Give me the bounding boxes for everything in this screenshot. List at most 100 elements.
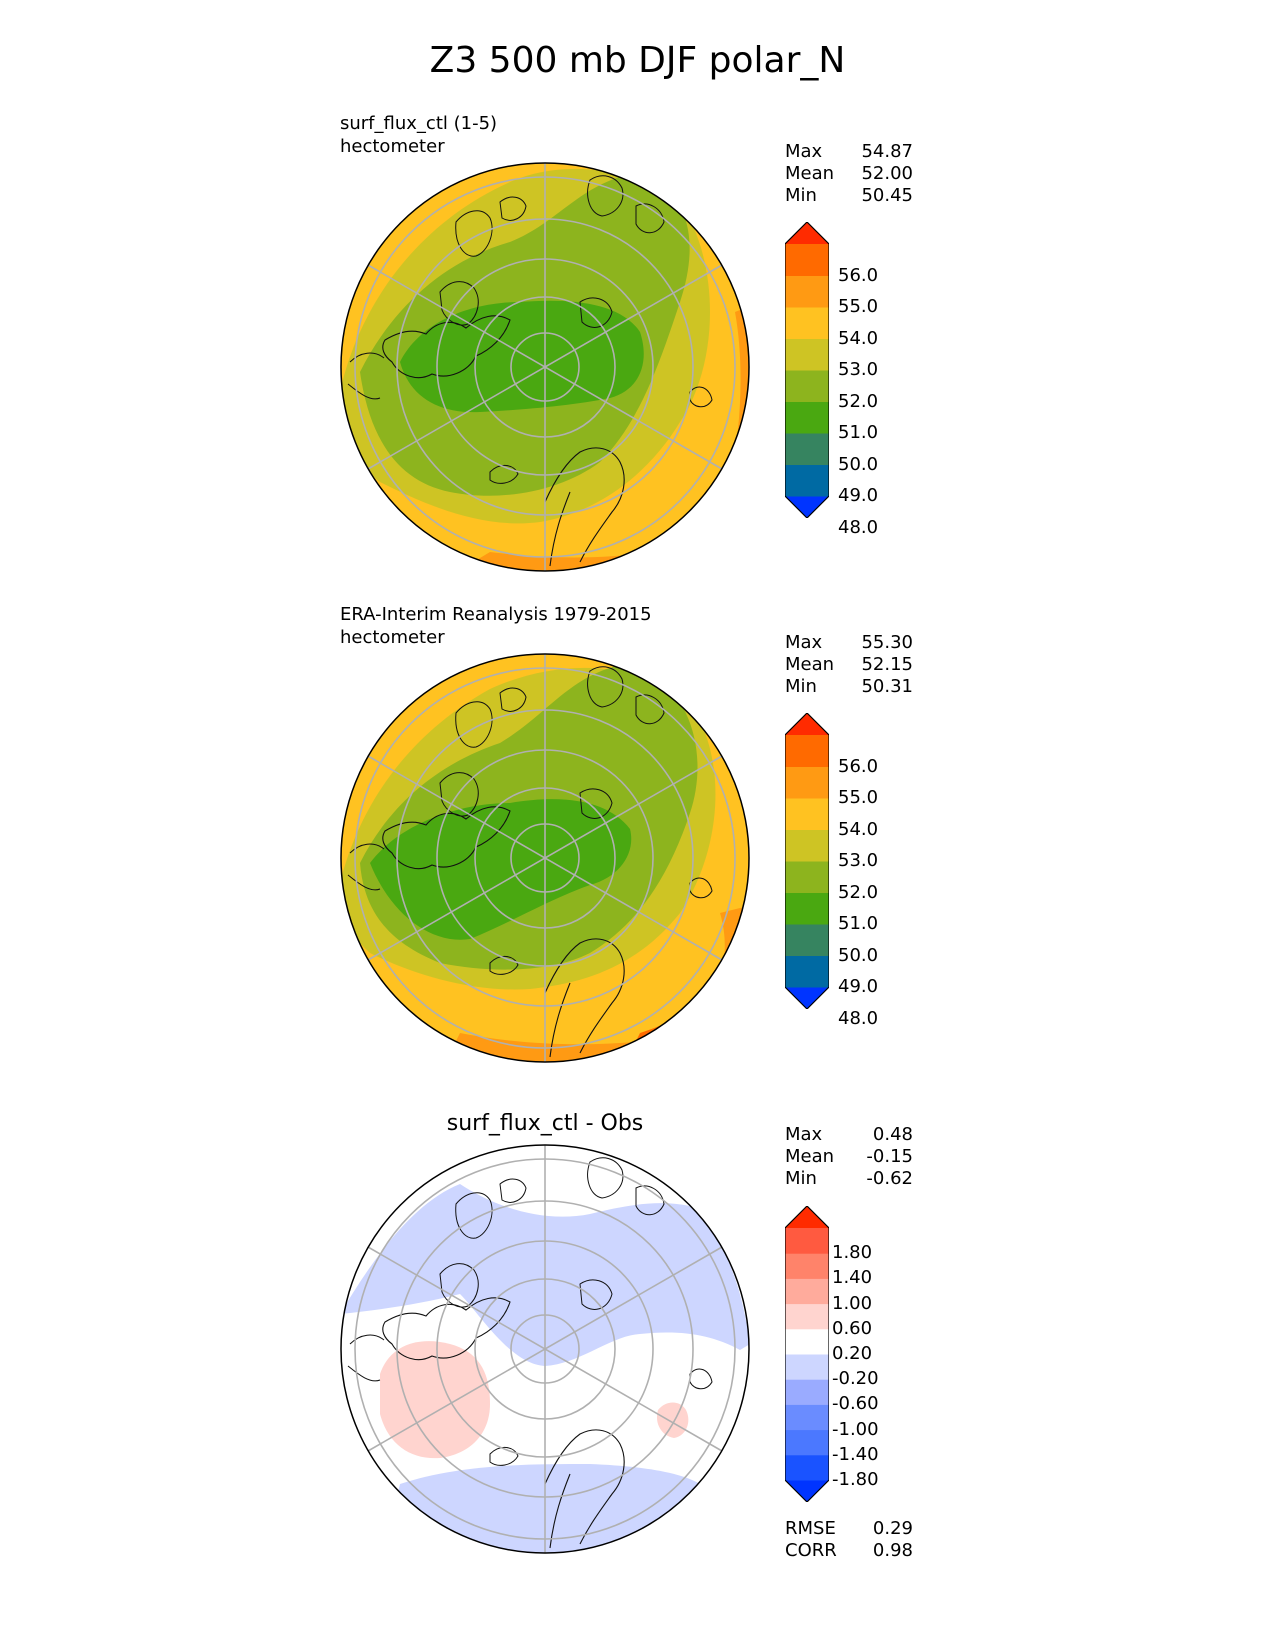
colorbar-tick-label: 53.0 [838, 850, 879, 871]
colorbar-tick-label: -1.40 [832, 1443, 879, 1465]
colorbar-tick-label: 54.0 [838, 818, 879, 840]
colorbar-swatch [785, 1278, 829, 1305]
panel2-mean-label: Mean [785, 654, 835, 675]
colorbar-tick-label: -0.20 [832, 1368, 879, 1390]
panel2-colorbar-labels: 56.0 55.0 54.0 53.0 52.0 51.0 50.0 49.0 48.0 [838, 713, 918, 1027]
colorbar-swatch [785, 1228, 829, 1254]
colorbar-tick-label: 52.0 [838, 881, 879, 903]
panel3-mean-value: -0.15 [866, 1146, 913, 1167]
colorbar-tick-label: 51.0 [838, 422, 879, 443]
colorbar-swatch [785, 1253, 829, 1279]
colorbar-tick-label: 0.60 [832, 1317, 873, 1339]
colorbar-tick-label: 49.0 [838, 976, 879, 997]
panel3-max-label: Max [785, 1124, 823, 1145]
colorbar-tick-label: -0.60 [832, 1393, 879, 1415]
colorbar-tick-label: 52.0 [838, 390, 879, 412]
colorbar-swatch [785, 338, 829, 371]
colorbar-swatch [785, 766, 829, 799]
panel3-max-value: 0.48 [872, 1124, 913, 1145]
panel1-max-label: Max [785, 141, 823, 162]
panel1-min-value: 50.45 [861, 185, 913, 206]
colorbar-tick-label: 54.0 [838, 327, 879, 349]
colorbar-tick-label: 53.0 [838, 359, 879, 380]
colorbar-swatch [785, 433, 829, 465]
panel1-max-value: 54.87 [861, 141, 913, 162]
colorbar-swatch [785, 713, 829, 735]
panel2-mean-value: 52.15 [861, 654, 913, 675]
panel2-max-value: 55.30 [861, 632, 913, 653]
colorbar-swatch [785, 1206, 829, 1228]
colorbar-swatch [785, 955, 829, 988]
panel2-stats: Max 55.30 Mean 52.15 Min 50.31 [785, 632, 913, 698]
colorbar-tick-label: 51.0 [838, 913, 879, 934]
panel2-min-value: 50.31 [861, 676, 913, 697]
panel3-min-label: Min [785, 1168, 817, 1189]
colorbar-tick-label: 50.0 [838, 944, 879, 966]
panel1-title-case: surf_flux_ctl (1-5) [340, 113, 498, 134]
colorbar-tick-label: 55.0 [838, 787, 879, 808]
colorbar-swatch [785, 401, 829, 434]
panel1-colorbar [785, 222, 829, 518]
colorbar-swatch [785, 924, 829, 956]
corr-value: 0.98 [872, 1540, 913, 1561]
figure-title: Z3 500 mb DJF polar_N [429, 40, 846, 81]
colorbar-swatch [785, 861, 829, 893]
colorbar-swatch [785, 496, 829, 518]
colorbar-swatch [785, 464, 829, 497]
panel1-stats: Max 54.87 Mean 52.00 Min 50.45 [785, 141, 913, 207]
panel1-title: surf_flux_ctl (1-5) hectometer [340, 112, 497, 158]
colorbar-swatch [785, 370, 829, 402]
colorbar-tick-label: 56.0 [838, 755, 879, 777]
panel3-metrics: RMSE 0.29 CORR 0.98 [785, 1518, 913, 1562]
colorbar-tick-label: 1.80 [832, 1242, 873, 1264]
panel2-title-units: hectometer [340, 627, 445, 648]
colorbar-tick-label: 48.0 [838, 1007, 879, 1029]
panel2-title: ERA-Interim Reanalysis 1979-2015 hectome… [340, 603, 652, 649]
colorbar-swatch [785, 1454, 829, 1481]
colorbar-swatch [785, 1429, 829, 1456]
panel2-min-label: Min [785, 676, 817, 697]
panel3-colorbar-labels: 1.80 1.40 1.00 0.60 0.20 -0.20 -0.60 -1.00 -1.40… [832, 1206, 912, 1502]
panel3-stats: Max 0.48 Mean -0.15 Min -0.62 [785, 1124, 913, 1190]
colorbar-tick-label: -1.80 [832, 1469, 879, 1490]
panel1-title-units: hectometer [340, 136, 445, 157]
panel3-title: surf_flux_ctl - Obs [446, 1111, 644, 1136]
colorbar-tick-label: 56.0 [838, 264, 879, 286]
panel2-colorbar [785, 713, 829, 1009]
colorbar-swatch [785, 275, 829, 308]
corr-label: CORR [785, 1540, 837, 1561]
panel1-colorbar-labels: 56.0 55.0 54.0 53.0 52.0 51.0 50.0 49.0 48.0 [838, 222, 918, 536]
panel3-colorbar [785, 1206, 829, 1502]
rmse-label: RMSE [785, 1518, 836, 1539]
panel1-mean-label: Mean [785, 163, 835, 184]
panel3-min-value: -0.62 [866, 1168, 913, 1189]
colorbar-tick-label: 1.00 [832, 1292, 873, 1314]
panel2-map [340, 653, 750, 1063]
rmse-value: 0.29 [872, 1518, 913, 1539]
colorbar-swatch [785, 1354, 829, 1380]
panel2-max-label: Max [785, 632, 823, 653]
panel1-mean-value: 52.00 [861, 163, 913, 184]
colorbar-swatch [785, 829, 829, 862]
colorbar-swatch [785, 1328, 829, 1355]
colorbar-swatch [785, 307, 829, 339]
colorbar-swatch [785, 735, 829, 767]
colorbar-swatch [785, 892, 829, 925]
panel1-min-label: Min [785, 185, 817, 206]
colorbar-tick-label: 55.0 [838, 296, 879, 317]
colorbar-tick-label: 48.0 [838, 516, 879, 538]
colorbar-swatch [785, 1379, 829, 1405]
colorbar-swatch [785, 1480, 829, 1502]
colorbar-tick-label: -1.00 [832, 1418, 879, 1440]
colorbar-tick-label: 49.0 [838, 485, 879, 506]
colorbar-tick-label: 1.40 [832, 1267, 873, 1289]
panel1-map [340, 162, 750, 572]
colorbar-tick-label: 50.0 [838, 453, 879, 475]
panel2-title-case: ERA-Interim Reanalysis 1979-2015 [340, 604, 652, 625]
colorbar-swatch [785, 1404, 829, 1431]
colorbar-swatch [785, 798, 829, 830]
colorbar-swatch [785, 222, 829, 244]
colorbar-swatch [785, 987, 829, 1009]
colorbar-swatch [785, 1303, 829, 1330]
colorbar-tick-label: 0.20 [832, 1343, 873, 1364]
